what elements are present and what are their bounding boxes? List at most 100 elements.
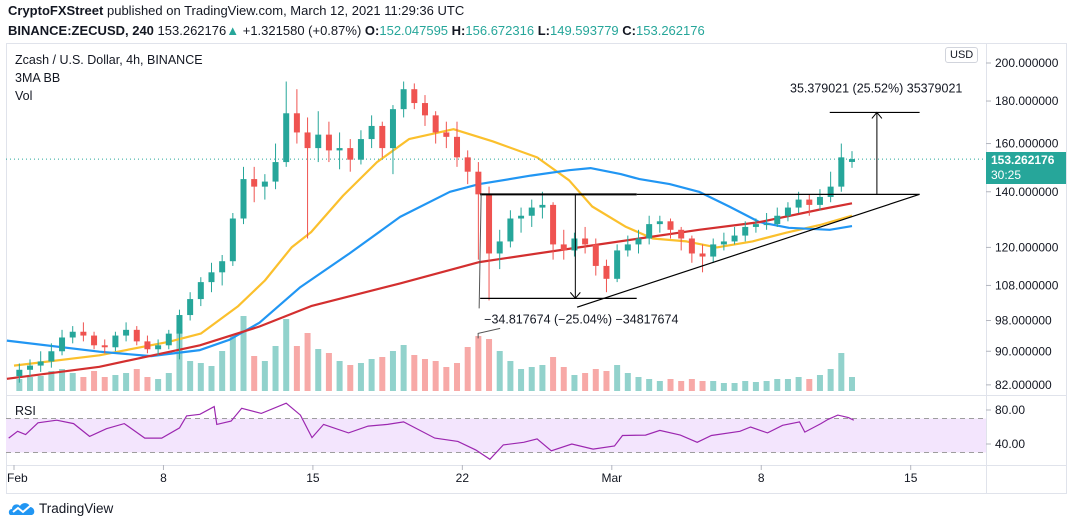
volume-bar: [806, 379, 813, 391]
indicator-label-volume[interactable]: Vol: [15, 89, 33, 103]
candle-body: [59, 337, 66, 352]
drawings[interactable]: −34.817674 (−25.04%) −34817674 35.379021 …: [477, 81, 962, 339]
indicator-label-rsi[interactable]: RSI: [15, 404, 36, 418]
rsi-band: [6, 418, 986, 453]
candle-body: [27, 365, 34, 370]
date-tick-label: 8: [160, 471, 167, 485]
close-value: 153.262176: [636, 23, 705, 38]
volume-bar: [550, 357, 557, 391]
volume-bars: [16, 316, 855, 391]
candle-body: [357, 139, 364, 160]
volume-bar: [229, 336, 236, 391]
moving-average-line: [13, 128, 853, 367]
logo-text: TradingView: [39, 500, 114, 516]
candle-body: [112, 335, 119, 348]
candle-body: [91, 335, 98, 346]
candle-body: [688, 238, 695, 254]
candle-body: [304, 132, 311, 149]
volume-bar: [486, 339, 493, 391]
arrow-down-icon: [569, 292, 581, 300]
currency-button[interactable]: USD: [945, 47, 979, 63]
volume-bar: [240, 316, 247, 391]
volume-bar: [848, 377, 855, 391]
candle-body: [197, 282, 204, 300]
candle-body: [454, 136, 461, 158]
close-label: C:: [622, 23, 637, 38]
volume-bar: [80, 377, 87, 391]
volume-bar: [165, 373, 172, 391]
volume-bar: [27, 377, 34, 391]
volume-bar: [432, 361, 439, 391]
time-axis-ticks[interactable]: Feb 8 15 22 Mar 8 15: [7, 465, 918, 485]
volume-bar: [336, 361, 343, 391]
price-tick-label: 108.000000: [995, 278, 1059, 292]
volume-bar: [582, 373, 589, 391]
candle-body: [219, 261, 226, 273]
candle-body: [421, 103, 428, 116]
moving-average-line: [6, 167, 853, 358]
price-tick-label: 160.000000: [995, 137, 1059, 151]
date-tick-label: Mar: [601, 471, 622, 485]
volume-bar: [539, 365, 546, 391]
tradingview-logo[interactable]: TradingView: [8, 500, 113, 516]
candle-body: [614, 250, 621, 279]
volume-bar: [774, 379, 781, 391]
candle-body: [315, 134, 322, 149]
volume-bar: [219, 351, 226, 391]
candle-body: [486, 194, 493, 254]
volume-bar: [443, 367, 450, 391]
volume-bar: [752, 382, 759, 391]
candle-body: [251, 179, 258, 187]
candle-body: [774, 215, 781, 225]
volume-bar: [325, 353, 332, 391]
volume-bar: [197, 363, 204, 391]
tradingview-cloud-icon: [8, 503, 35, 515]
high-value: 156.672316: [465, 23, 535, 38]
volume-bar: [411, 355, 418, 391]
candle-body: [848, 159, 855, 162]
candle-body: [16, 369, 23, 377]
candle-body: [763, 224, 770, 226]
price-axis-ticks[interactable]: 80.00 40.00 200.000000 180.000000 160.000000…: [986, 56, 1059, 451]
ascending-trendline: [576, 193, 920, 308]
volume-bar: [293, 346, 300, 391]
bar-countdown: 30:25: [991, 168, 1022, 182]
candle-body: [635, 238, 642, 245]
candle-body: [293, 113, 300, 133]
low-label: L:: [537, 23, 550, 38]
volume-bar: [304, 333, 311, 391]
volume-bar: [133, 369, 140, 391]
rsi-tick-label: 80.00: [995, 403, 1025, 417]
rsi-line: [8, 402, 855, 461]
candle-body: [443, 132, 450, 137]
volume-bar: [635, 377, 642, 391]
indicator-label-3ma-bb[interactable]: 3MA BB: [15, 71, 61, 85]
candle-body: [678, 229, 685, 239]
candle-body: [710, 244, 717, 257]
candle-body: [720, 241, 727, 245]
candle-body: [806, 199, 813, 205]
measure-up-label: 35.379021 (25.52%) 35379021: [790, 81, 962, 95]
candle-body: [101, 345, 108, 348]
candle-body: [699, 253, 706, 257]
volume-bar: [720, 383, 727, 391]
volume-bar: [784, 379, 791, 391]
candle-body: [176, 315, 183, 334]
last-price: 153.262176: [157, 23, 227, 38]
candle-body: [411, 89, 418, 104]
volume-bar: [827, 369, 834, 391]
volume-bar: [614, 365, 621, 391]
volume-bar: [69, 373, 76, 391]
candle-body: [229, 218, 236, 262]
candle-body: [48, 351, 55, 362]
date-tick-label: 15: [306, 471, 320, 485]
price-tick-label: 140.000000: [995, 185, 1059, 199]
measure-handle-icon: [477, 327, 501, 339]
candle-body: [240, 179, 247, 219]
volume-bar: [699, 381, 706, 391]
candle-body: [389, 109, 396, 149]
volume-bar: [176, 329, 183, 391]
author-name[interactable]: CryptoFXStreet: [8, 3, 104, 18]
price-tick-label: 82.000000: [995, 378, 1052, 392]
